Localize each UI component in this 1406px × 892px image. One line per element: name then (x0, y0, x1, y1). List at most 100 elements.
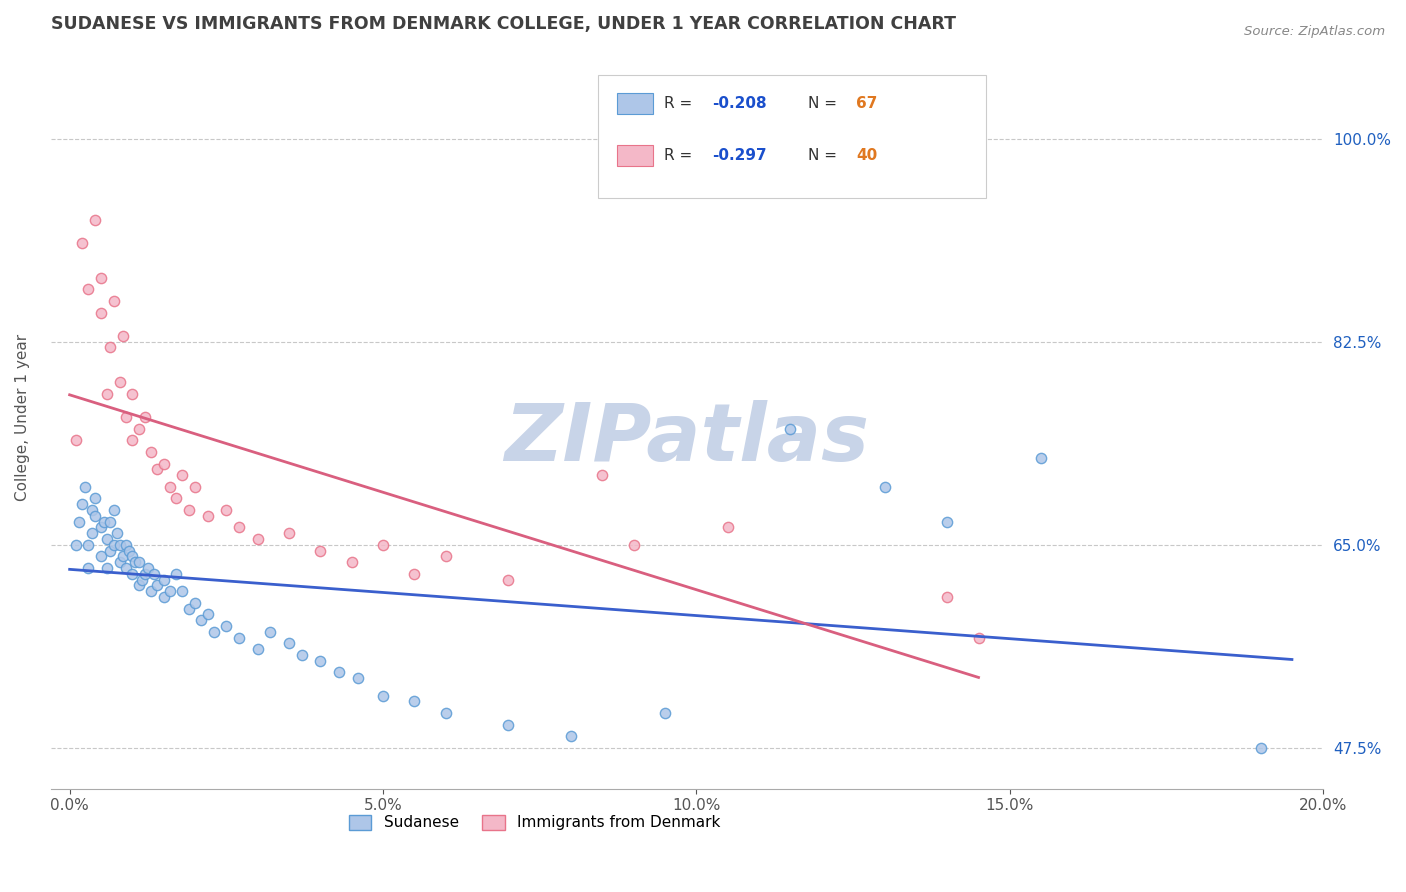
Point (246, 532, 269, 546)
Point (100, 341, 122, 355)
Point (83, 491, 105, 506)
Point (128, 422, 150, 436)
Text: Source: ZipAtlas.com: Source: ZipAtlas.com (1244, 25, 1385, 38)
Point (111, 549, 134, 564)
Text: -0.297: -0.297 (713, 148, 768, 163)
Point (159, 584, 181, 599)
Point (90, 270, 112, 285)
Point (779, 422, 801, 436)
Point (967, 631, 990, 645)
Point (121, 566, 143, 581)
Point (108, 538, 131, 552)
Point (75, 480, 97, 494)
Point (121, 549, 143, 564)
Point (259, 624, 281, 639)
Point (80, 526, 103, 541)
Point (96, 561, 118, 575)
Point (90, 520, 112, 534)
Point (328, 665, 350, 680)
Point (136, 561, 159, 575)
Point (121, 434, 143, 448)
Point (278, 526, 301, 541)
Text: R =: R = (664, 148, 697, 163)
Point (184, 480, 207, 494)
Legend: Sudanese, Immigrants from Denmark: Sudanese, Immigrants from Denmark (343, 808, 727, 837)
Point (309, 654, 332, 668)
Point (100, 543, 122, 558)
Point (152, 457, 174, 471)
Point (83, 212, 105, 227)
Point (139, 584, 162, 599)
Point (77, 282, 100, 296)
Point (184, 596, 207, 610)
Point (146, 578, 169, 592)
Point (190, 613, 212, 627)
Point (118, 543, 141, 558)
Point (165, 491, 187, 506)
Point (115, 410, 138, 425)
Point (108, 376, 131, 390)
Point (936, 515, 959, 529)
Point (290, 648, 312, 662)
Point (404, 566, 426, 581)
Point (83, 508, 105, 523)
Point (159, 480, 181, 494)
Point (70, 497, 93, 511)
Point (654, 706, 676, 720)
Point (591, 468, 613, 483)
Point (77, 561, 100, 575)
Point (177, 601, 200, 615)
Point (146, 462, 169, 476)
Point (340, 555, 363, 569)
Point (717, 520, 740, 534)
Point (434, 549, 457, 564)
Point (172, 468, 194, 483)
Text: N =: N = (808, 96, 842, 112)
Point (278, 636, 301, 650)
Text: 67: 67 (856, 96, 877, 112)
Point (121, 387, 143, 401)
Point (70, 235, 93, 250)
Point (177, 503, 200, 517)
Point (246, 642, 269, 657)
Point (215, 503, 238, 517)
Point (197, 508, 219, 523)
Point (215, 619, 238, 633)
Point (152, 573, 174, 587)
Point (197, 607, 219, 622)
Point (1031, 450, 1053, 465)
Point (80, 503, 103, 517)
Point (67, 515, 90, 529)
Point (96, 532, 118, 546)
Point (560, 729, 582, 743)
Point (100, 515, 122, 529)
Point (228, 520, 250, 534)
Point (498, 573, 520, 587)
Point (152, 590, 174, 604)
Bar (617, 93, 652, 114)
Point (202, 624, 225, 639)
Point (90, 305, 112, 319)
Point (131, 573, 153, 587)
Point (309, 543, 332, 558)
Point (404, 694, 426, 708)
Point (143, 566, 166, 581)
Point (115, 538, 138, 552)
Point (103, 293, 125, 308)
Y-axis label: College, Under 1 year: College, Under 1 year (15, 334, 30, 500)
Point (103, 538, 125, 552)
Point (93, 515, 115, 529)
Point (228, 631, 250, 645)
Point (134, 566, 156, 581)
FancyBboxPatch shape (598, 76, 986, 198)
Point (347, 671, 370, 685)
Point (936, 590, 959, 604)
Point (124, 555, 146, 569)
Text: SUDANESE VS IMMIGRANTS FROM DENMARK COLLEGE, UNDER 1 YEAR CORRELATION CHART: SUDANESE VS IMMIGRANTS FROM DENMARK COLL… (51, 15, 956, 33)
Point (115, 561, 138, 575)
Text: N =: N = (808, 148, 842, 163)
Point (128, 578, 150, 592)
Point (623, 538, 645, 552)
Text: -0.208: -0.208 (713, 96, 768, 112)
Point (105, 526, 128, 541)
